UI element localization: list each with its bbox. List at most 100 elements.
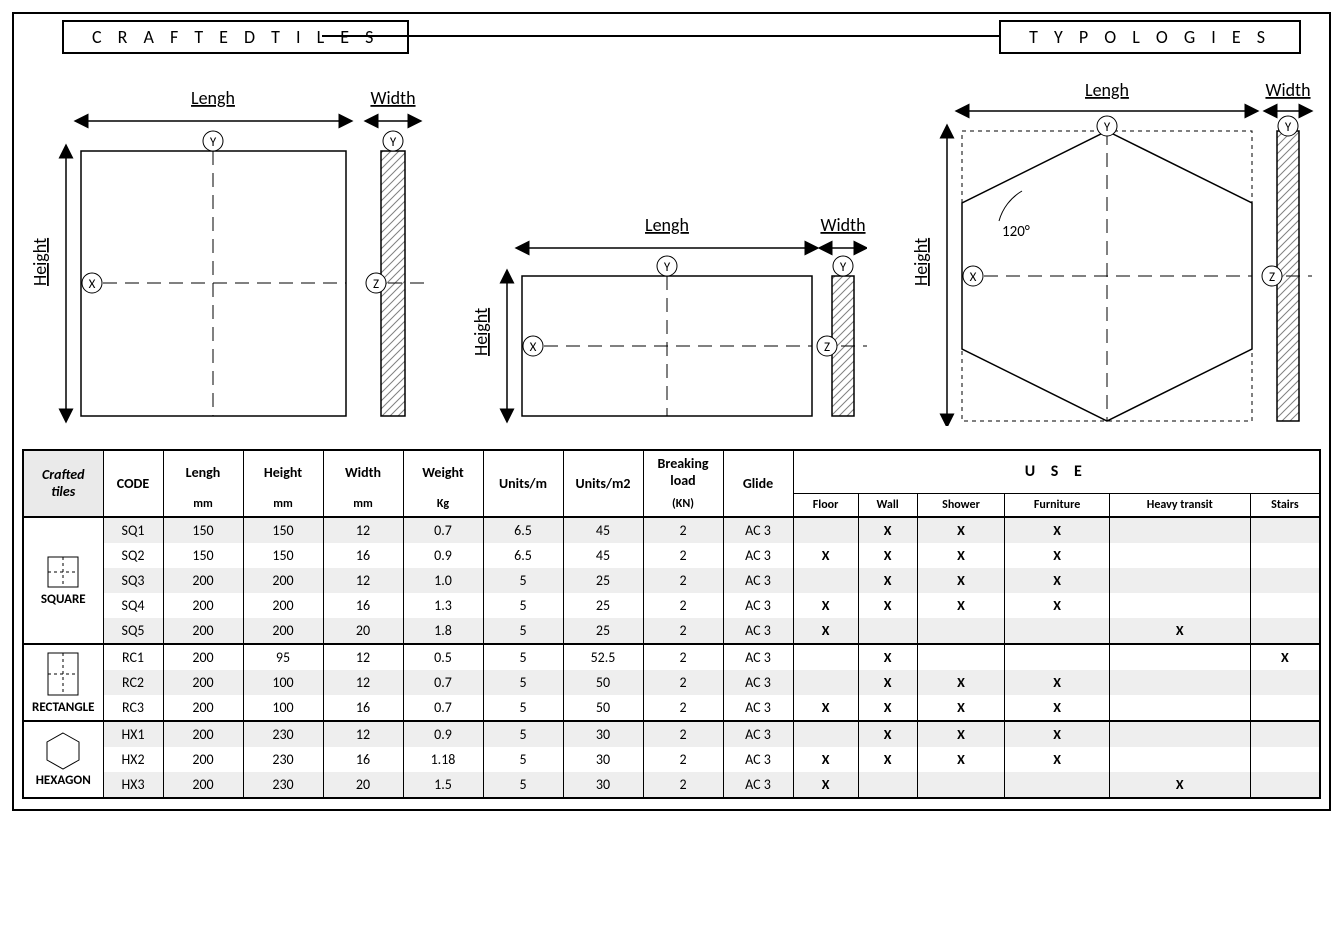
cell-floor: X [793, 695, 858, 721]
page-frame: C R A F T E D T I L E S T Y P O L O G I … [12, 12, 1331, 811]
th-use: U S E [793, 450, 1320, 493]
th-heavy: Heavy transit [1109, 493, 1250, 517]
cell-height: 200 [243, 618, 323, 644]
title-divider [322, 35, 1001, 37]
label-height: Height [29, 238, 51, 286]
svg-text:X: X [529, 340, 536, 355]
label-height: Height [910, 238, 932, 286]
cell-height: 95 [243, 644, 323, 670]
cell-height: 230 [243, 772, 323, 798]
cell-wall: X [858, 644, 917, 670]
cell-wall: X [858, 517, 917, 543]
cell-glide: AC 3 [723, 568, 793, 593]
svg-text:Lengh: Lengh [1085, 79, 1129, 101]
cell-shower: X [917, 593, 1005, 618]
cell-length: 200 [163, 721, 243, 747]
th-breaking: Breaking load [643, 450, 723, 493]
cell-furniture: X [1005, 543, 1109, 568]
cell-unitsm2: 30 [563, 721, 643, 747]
shape-cell: SQUARE [23, 517, 103, 644]
cell-length: 200 [163, 568, 243, 593]
th-width: Width [323, 450, 403, 493]
cell-breaking: 2 [643, 593, 723, 618]
cell-breaking: 2 [643, 747, 723, 772]
svg-text:Z: Z [373, 277, 379, 292]
cell-shower [917, 644, 1005, 670]
cell-floor [793, 644, 858, 670]
cell-unitsm2: 52.5 [563, 644, 643, 670]
title-right: T Y P O L O G I E S [999, 20, 1301, 54]
cell-furniture: X [1005, 568, 1109, 593]
svg-text:Width: Width [370, 87, 415, 109]
diagram-square: Height X Y Lengh [26, 76, 426, 431]
cell-code: SQ2 [103, 543, 163, 568]
cell-unitsm: 5 [483, 747, 563, 772]
cell-floor: X [793, 593, 858, 618]
svg-text:Y: Y [1285, 120, 1292, 135]
cell-code: RC1 [103, 644, 163, 670]
cell-heavy [1109, 644, 1250, 670]
cell-unitsm2: 25 [563, 568, 643, 593]
table-row: SQ2150150160.96.5452AC 3XXXX [23, 543, 1320, 568]
cell-heavy [1109, 695, 1250, 721]
cell-weight: 0.9 [403, 721, 483, 747]
cell-unitsm: 5 [483, 568, 563, 593]
cell-code: RC3 [103, 695, 163, 721]
svg-text:Width: Width [1265, 79, 1310, 101]
cell-width: 16 [323, 695, 403, 721]
th-unitsm: Units/m [483, 450, 563, 517]
cell-floor [793, 517, 858, 543]
spec-table: Crafted tiles CODE Lengh Height Width We… [22, 449, 1321, 799]
cell-wall [858, 772, 917, 798]
th-stairs: Stairs [1250, 493, 1320, 517]
cell-length: 200 [163, 772, 243, 798]
cell-unitsm2: 25 [563, 593, 643, 618]
cell-unitsm: 5 [483, 695, 563, 721]
cell-glide: AC 3 [723, 644, 793, 670]
cell-width: 12 [323, 517, 403, 543]
th-breaking-unit: (KN) [643, 493, 723, 517]
cell-unitsm: 5 [483, 721, 563, 747]
cell-height: 150 [243, 543, 323, 568]
cell-width: 16 [323, 747, 403, 772]
cell-width: 20 [323, 618, 403, 644]
cell-glide: AC 3 [723, 747, 793, 772]
cell-weight: 0.7 [403, 517, 483, 543]
cell-height: 230 [243, 747, 323, 772]
cell-wall: X [858, 568, 917, 593]
cell-stairs [1250, 772, 1320, 798]
cell-height: 150 [243, 517, 323, 543]
table-row: HX2200230161.185302AC 3XXXX [23, 747, 1320, 772]
cell-unitsm: 6.5 [483, 517, 563, 543]
cell-unitsm: 5 [483, 644, 563, 670]
cell-weight: 1.5 [403, 772, 483, 798]
cell-heavy: X [1109, 772, 1250, 798]
cell-code: HX3 [103, 772, 163, 798]
cell-shower [917, 772, 1005, 798]
cell-weight: 0.7 [403, 695, 483, 721]
cell-breaking: 2 [643, 644, 723, 670]
title-bar: C R A F T E D T I L E S T Y P O L O G I … [22, 20, 1321, 56]
th-furniture: Furniture [1005, 493, 1109, 517]
cell-floor [793, 568, 858, 593]
cell-furniture: X [1005, 517, 1109, 543]
svg-text:Height: Height [470, 308, 492, 356]
cell-weight: 1.0 [403, 568, 483, 593]
shape-cell: HEXAGON [23, 721, 103, 798]
cell-weight: 1.3 [403, 593, 483, 618]
cell-unitsm: 5 [483, 772, 563, 798]
diagram-rectangle: Height X Lengh Y Z Width [467, 76, 867, 431]
svg-text:Y: Y [663, 260, 670, 275]
table-row: SQ3200200121.05252AC 3XXX [23, 568, 1320, 593]
cell-height: 100 [243, 695, 323, 721]
cell-width: 12 [323, 670, 403, 695]
th-length-unit: mm [163, 493, 243, 517]
svg-text:Y: Y [390, 135, 397, 150]
cell-code: SQ3 [103, 568, 163, 593]
table-row: RC2200100120.75502AC 3XXX [23, 670, 1320, 695]
cell-glide: AC 3 [723, 593, 793, 618]
cell-wall: X [858, 593, 917, 618]
cell-wall: X [858, 695, 917, 721]
cell-heavy: X [1109, 618, 1250, 644]
cell-heavy [1109, 721, 1250, 747]
